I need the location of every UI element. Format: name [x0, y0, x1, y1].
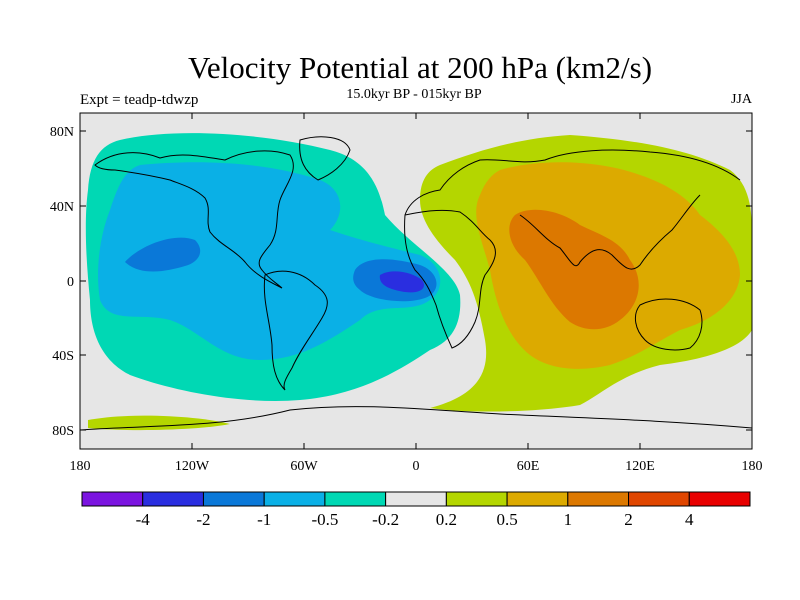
contour-minus-1 [125, 237, 201, 272]
colorbar-swatch [324, 491, 387, 507]
lon-tick-label: 120W [175, 459, 210, 474]
colorbar-label: -0.5 [311, 510, 338, 529]
colorbar: -4 -2 -1 -0.5 -0.2 0.2 0.5 1 2 4 [81, 491, 751, 529]
contour-fill [80, 113, 752, 449]
lat-tick-label: 80N [50, 125, 74, 140]
axes: 80N 40N 0 40S 80S 180 120W 60W 0 60E 120E 180 [50, 113, 763, 474]
greenland-coast [299, 136, 351, 181]
colorbar-swatch [385, 491, 447, 507]
map-subtitle: 15.0kyr BP - 015kyr BP [346, 87, 482, 102]
south-america-coast [263, 270, 328, 391]
experiment-label: Expt = teadp-tdwzp [80, 92, 199, 108]
contour-plus-0.2-south [88, 415, 230, 431]
colorbar-label: -4 [136, 510, 151, 529]
colorbar-swatch [445, 491, 508, 507]
coastlines [80, 136, 752, 431]
colorbar-label: 0.5 [496, 510, 517, 529]
lon-tick-label: 60W [290, 459, 318, 474]
europe-coast [404, 149, 741, 216]
colorbar-swatch [263, 491, 326, 507]
lon-tick-label: 180 [742, 459, 763, 474]
colorbar-swatch [628, 491, 690, 507]
lat-tick-label: 40S [52, 349, 74, 364]
lon-tick-label: 180 [70, 459, 91, 474]
lon-tick-label: 120E [625, 459, 655, 474]
colorbar-label: 4 [685, 510, 694, 529]
asia-coast [519, 194, 701, 270]
lat-tick-label: 80S [52, 424, 74, 439]
colorbar-swatch [81, 491, 144, 507]
colorbar-label: 1 [564, 510, 573, 529]
colorbar-swatch [506, 491, 569, 507]
colorbar-swatch [688, 491, 751, 507]
lat-tick-label: 0 [67, 275, 74, 290]
africa-coast [404, 209, 496, 349]
colorbar-label: -2 [196, 510, 210, 529]
lon-tick-label: 0 [413, 459, 420, 474]
north-america-coast [94, 150, 294, 289]
colorbar-label: 0.2 [436, 510, 457, 529]
contour-minus-2 [379, 271, 425, 293]
colorbar-swatch [202, 491, 265, 507]
colorbar-swatch [567, 491, 630, 507]
australia-coast [634, 298, 703, 351]
contour-minus-0.5 [98, 162, 441, 360]
contour-plus-1 [509, 209, 639, 330]
lon-tick-label: 60E [517, 459, 540, 474]
colorbar-label: -1 [257, 510, 271, 529]
colorbar-swatch [142, 491, 204, 507]
map-title: Velocity Potential at 200 hPa (km2/s) [187, 50, 653, 85]
antarctica-coast [80, 406, 752, 431]
colorbar-label: 2 [624, 510, 633, 529]
lat-tick-label: 40N [50, 200, 74, 215]
colorbar-label: -0.2 [372, 510, 399, 529]
season-label: JJA [730, 92, 752, 107]
